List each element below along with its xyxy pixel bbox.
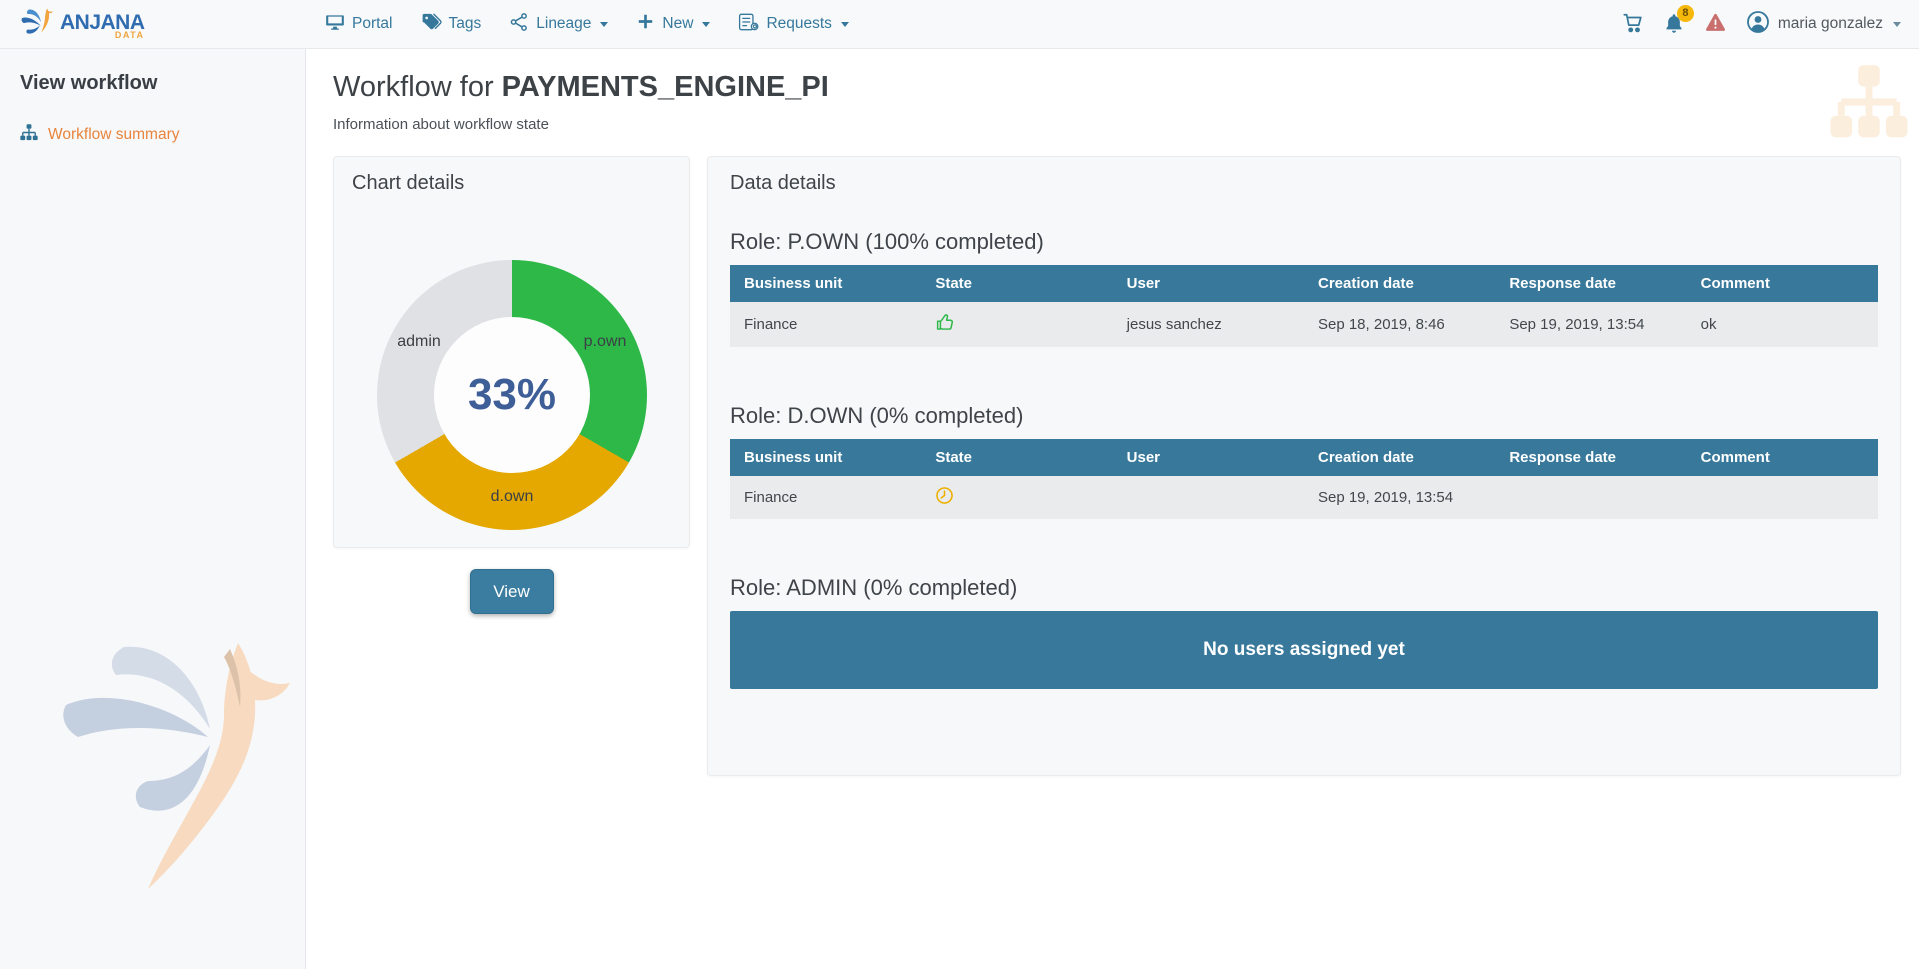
page-title-entity: PAYMENTS_ENGINE_PI bbox=[502, 71, 829, 103]
role-table-pown: Business unit State User Creation date R… bbox=[730, 265, 1878, 347]
alerts-button[interactable] bbox=[1704, 11, 1727, 37]
donut-center-percentage: 33% bbox=[468, 370, 556, 420]
chevron-down-icon bbox=[600, 22, 608, 27]
nav-label: New bbox=[662, 15, 693, 33]
cell-comment: ok bbox=[1687, 302, 1878, 347]
cell-business-unit: Finance bbox=[730, 476, 921, 519]
user-menu[interactable]: maria gonzalez bbox=[1746, 10, 1901, 39]
plus-icon bbox=[636, 12, 655, 36]
notifications-button[interactable]: 8 bbox=[1663, 12, 1685, 37]
nav-tags[interactable]: Tags bbox=[421, 12, 482, 37]
user-name: maria gonzalez bbox=[1778, 15, 1883, 33]
cell-state bbox=[921, 476, 1112, 519]
col-user: User bbox=[1113, 265, 1304, 302]
cell-response-date: Sep 19, 2019, 13:54 bbox=[1495, 302, 1686, 347]
requests-icon bbox=[738, 12, 759, 37]
col-business-unit: Business unit bbox=[730, 439, 921, 476]
data-details-card: Data details Role: P.OWN (100% completed… bbox=[707, 156, 1901, 776]
nav-label: Portal bbox=[352, 15, 393, 33]
nav-label: Requests bbox=[766, 15, 831, 33]
cart-icon bbox=[1622, 12, 1644, 37]
col-response-date: Response date bbox=[1495, 439, 1686, 476]
cell-business-unit: Finance bbox=[730, 302, 921, 347]
cart-button[interactable] bbox=[1622, 12, 1644, 37]
brand-subtitle: DATA bbox=[115, 31, 145, 40]
chart-details-card: Chart details admin p.own d.own 33% bbox=[333, 156, 690, 548]
col-state: State bbox=[921, 439, 1112, 476]
col-creation-date: Creation date bbox=[1304, 265, 1495, 302]
cell-creation-date: Sep 18, 2019, 8:46 bbox=[1304, 302, 1495, 347]
table-row: Finance jesus sanchez Sep 18, 2019, 8:46 bbox=[730, 302, 1878, 347]
page-title-prefix: Workflow for bbox=[333, 71, 502, 103]
slice-label-pown: p.own bbox=[584, 333, 627, 351]
lineage-icon bbox=[509, 12, 529, 37]
role-heading: Role: D.OWN (0% completed) bbox=[730, 403, 1878, 429]
cell-creation-date: Sep 19, 2019, 13:54 bbox=[1304, 476, 1495, 519]
warning-triangle-icon bbox=[1704, 11, 1727, 37]
slice-label-admin: admin bbox=[397, 333, 441, 351]
sidebar-title: View workflow bbox=[20, 72, 305, 95]
desktop-icon bbox=[325, 12, 345, 37]
thumbs-up-icon bbox=[935, 320, 956, 337]
role-section-admin: Role: ADMIN (0% completed) No users assi… bbox=[730, 575, 1878, 689]
notification-badge: 8 bbox=[1677, 5, 1694, 22]
cell-comment bbox=[1687, 476, 1878, 519]
navbar: ANJANA DATA Portal Tags bbox=[0, 0, 1919, 49]
clock-icon bbox=[935, 492, 954, 509]
data-card-title: Data details bbox=[730, 172, 1878, 195]
page-subtitle: Information about workflow state bbox=[333, 116, 1919, 133]
sitemap-watermark-icon bbox=[1829, 65, 1909, 144]
cell-user: jesus sanchez bbox=[1113, 302, 1304, 347]
page-title: Workflow for PAYMENTS_ENGINE_PI bbox=[333, 71, 1919, 104]
cell-user bbox=[1113, 476, 1304, 519]
nav-label: Lineage bbox=[536, 15, 591, 33]
view-button[interactable]: View bbox=[470, 569, 554, 614]
nav-portal[interactable]: Portal bbox=[325, 12, 393, 37]
nav-lineage[interactable]: Lineage bbox=[509, 12, 608, 37]
no-users-banner: No users assigned yet bbox=[730, 611, 1878, 689]
main-content: Workflow for PAYMENTS_ENGINE_PI Informat… bbox=[307, 49, 1919, 969]
brand-logo[interactable]: ANJANA DATA bbox=[20, 5, 145, 46]
sidebar: View workflow Workflow summary bbox=[0, 49, 306, 969]
workflow-donut-chart: admin p.own d.own 33% bbox=[377, 260, 647, 530]
user-avatar-icon bbox=[1746, 10, 1770, 39]
role-heading: Role: ADMIN (0% completed) bbox=[730, 575, 1878, 601]
table-header-row: Business unit State User Creation date R… bbox=[730, 439, 1878, 476]
col-comment: Comment bbox=[1687, 265, 1878, 302]
role-table-down: Business unit State User Creation date R… bbox=[730, 439, 1878, 519]
cell-state bbox=[921, 302, 1112, 347]
navbar-actions: 8 maria gonzalez bbox=[1622, 0, 1901, 48]
tags-icon bbox=[421, 12, 442, 37]
nav-new[interactable]: New bbox=[636, 12, 710, 36]
role-heading: Role: P.OWN (100% completed) bbox=[730, 229, 1878, 255]
sidebar-item-workflow-summary[interactable]: Workflow summary bbox=[20, 124, 305, 146]
chart-card-title: Chart details bbox=[352, 172, 671, 195]
fairy-watermark bbox=[52, 617, 294, 902]
col-user: User bbox=[1113, 439, 1304, 476]
nav-requests[interactable]: Requests bbox=[738, 12, 848, 37]
col-business-unit: Business unit bbox=[730, 265, 921, 302]
sitemap-icon bbox=[20, 124, 38, 146]
chevron-down-icon bbox=[841, 22, 849, 27]
col-comment: Comment bbox=[1687, 439, 1878, 476]
col-state: State bbox=[921, 265, 1112, 302]
table-header-row: Business unit State User Creation date R… bbox=[730, 265, 1878, 302]
nav-label: Tags bbox=[449, 15, 482, 33]
role-section-down: Role: D.OWN (0% completed) Business unit… bbox=[730, 403, 1878, 519]
main-nav: Portal Tags Lineage bbox=[325, 0, 849, 48]
role-section-pown: Role: P.OWN (100% completed) Business un… bbox=[730, 229, 1878, 347]
col-creation-date: Creation date bbox=[1304, 439, 1495, 476]
col-response-date: Response date bbox=[1495, 265, 1686, 302]
slice-label-down: d.own bbox=[491, 488, 534, 506]
chevron-down-icon bbox=[702, 22, 710, 27]
sidebar-item-label: Workflow summary bbox=[48, 126, 179, 144]
cell-response-date bbox=[1495, 476, 1686, 519]
table-row: Finance Sep 19, 2019, 13:54 bbox=[730, 476, 1878, 519]
fairy-logo-icon bbox=[20, 5, 56, 46]
chevron-down-icon bbox=[1893, 22, 1901, 27]
